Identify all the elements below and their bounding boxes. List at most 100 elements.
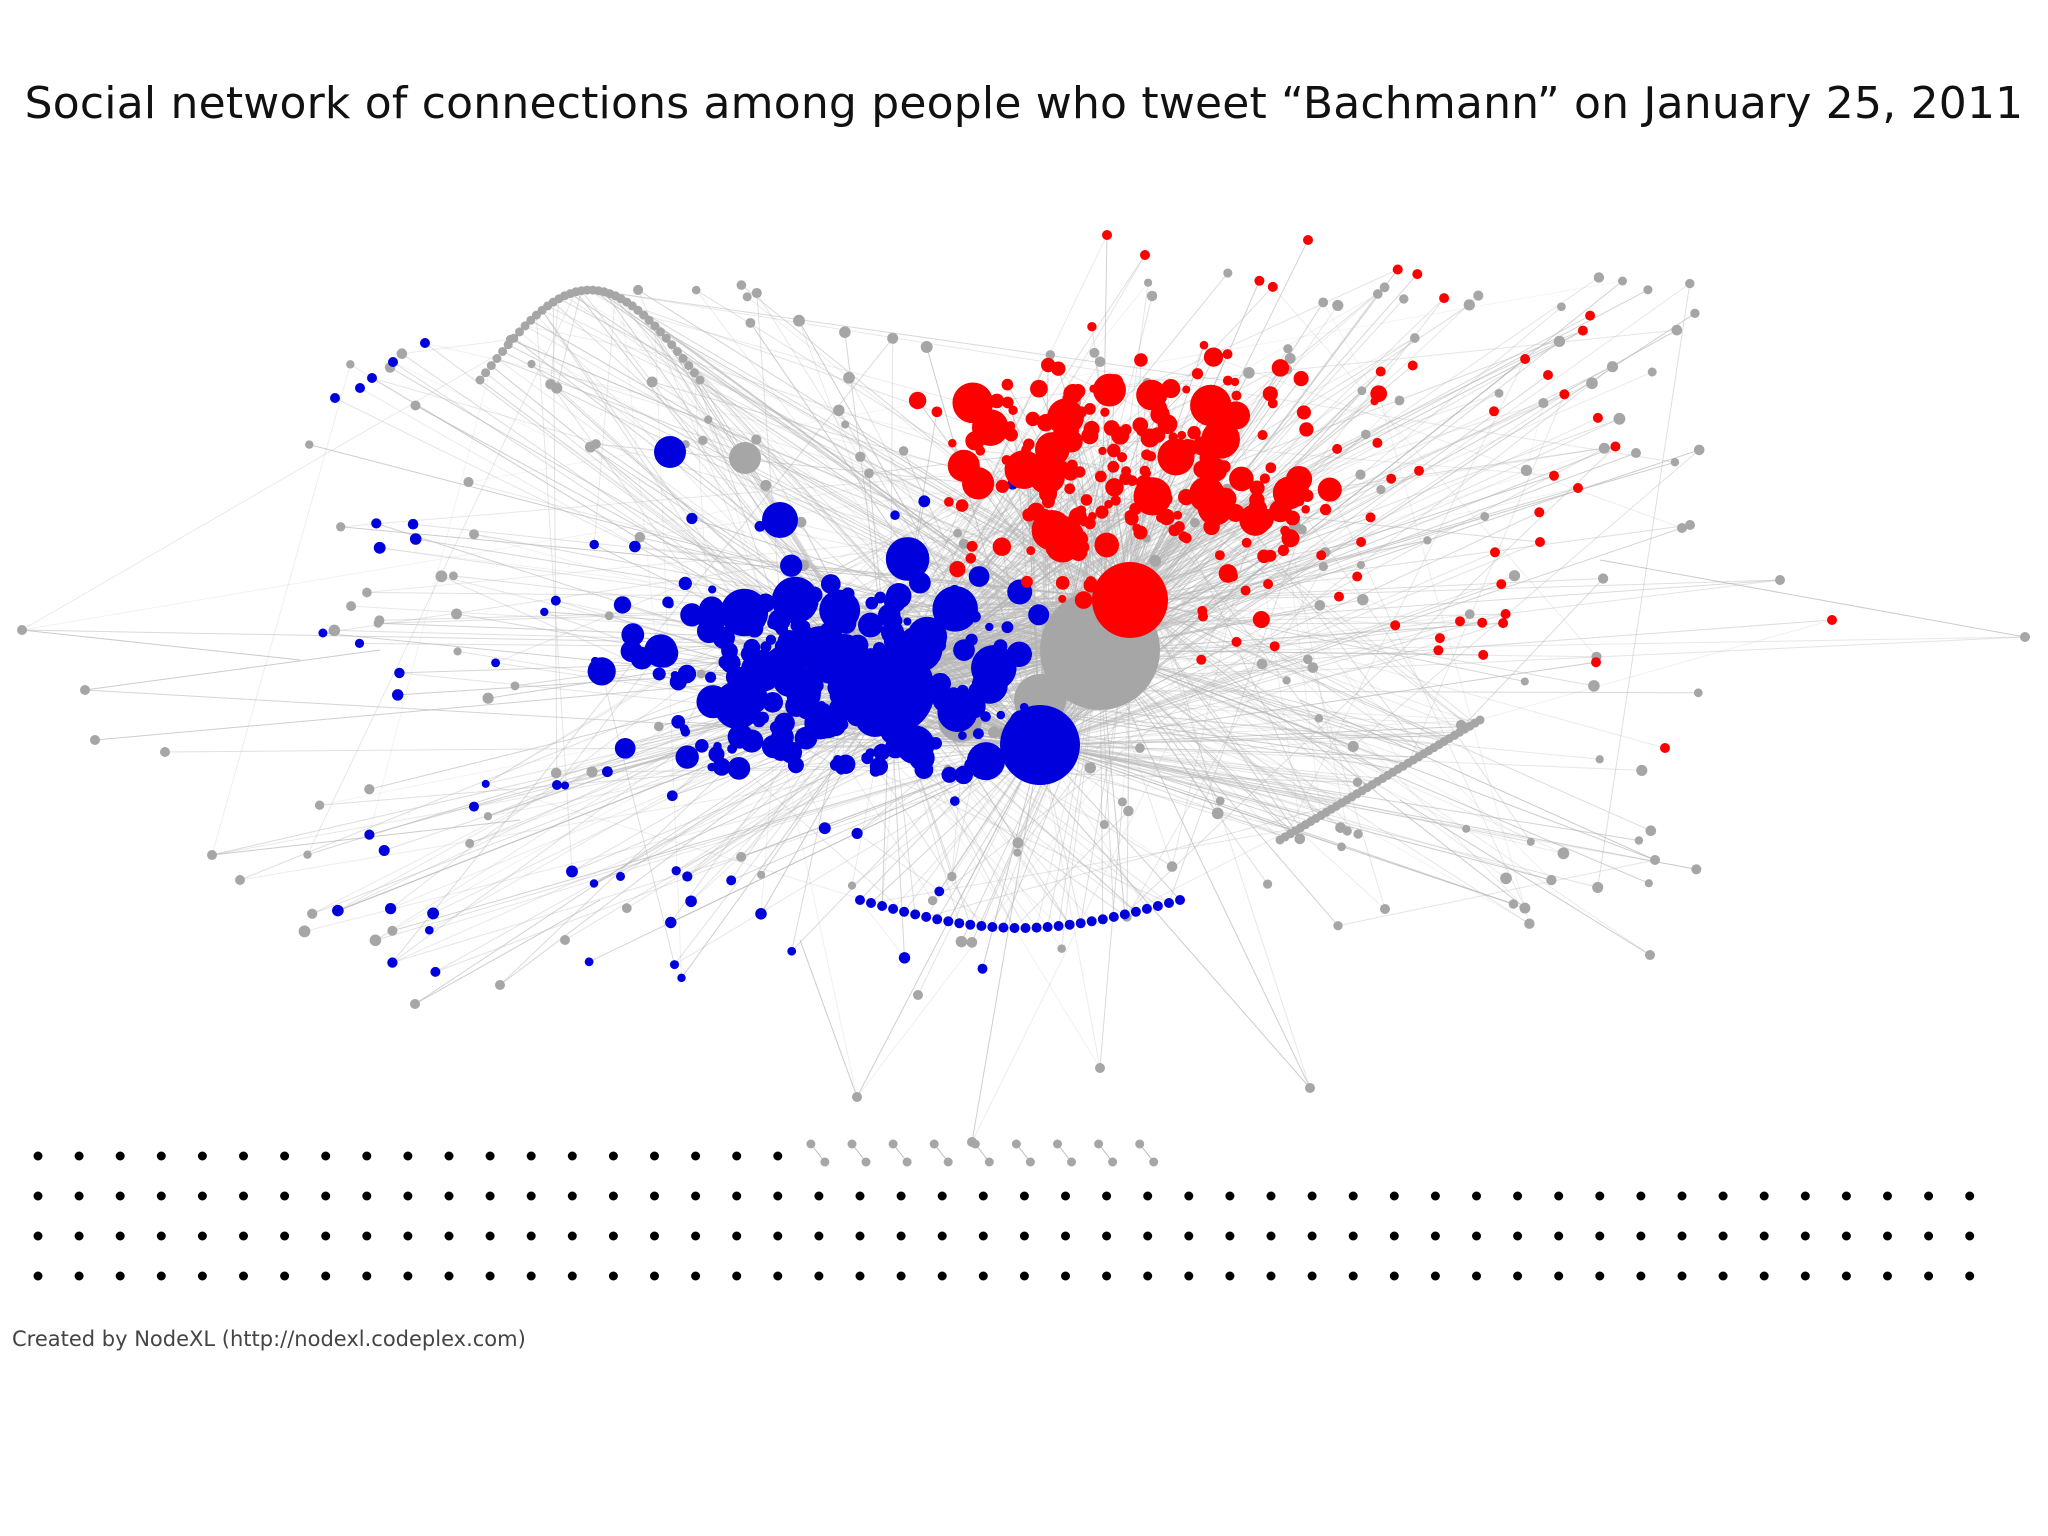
edge (1002, 485, 1078, 517)
blue-node (355, 383, 365, 393)
isolate-node (1883, 1231, 1892, 1241)
gray-node (1146, 290, 1158, 302)
isolate-node (814, 1231, 824, 1241)
edge (1039, 649, 1439, 746)
edge (756, 292, 781, 601)
isolate-node (1348, 1231, 1358, 1241)
red-node (1214, 550, 1225, 561)
blue-node (799, 620, 811, 632)
edge (1081, 411, 1476, 724)
gray-node (1305, 1083, 1315, 1093)
blue-node (367, 373, 377, 383)
isolate-node (1307, 1191, 1317, 1201)
red-node (949, 561, 966, 578)
red-node (1069, 529, 1089, 549)
edge (495, 582, 686, 664)
blue-node (870, 623, 882, 635)
red-node (1152, 400, 1167, 415)
gray-node (987, 726, 1000, 739)
isolate-node (1102, 1271, 1112, 1281)
gray-node (481, 368, 491, 378)
edge (820, 722, 934, 901)
red-node (1250, 507, 1274, 532)
isolate-node (444, 1231, 454, 1241)
gray-node (650, 321, 660, 331)
gray-node (1380, 904, 1390, 914)
red-node (1257, 549, 1271, 564)
edge (556, 387, 1101, 651)
edge (693, 372, 710, 632)
gray-node (1520, 464, 1533, 477)
gray-node (913, 990, 923, 1000)
gray-node (362, 587, 372, 598)
edge (1186, 537, 1317, 819)
gray-node (1376, 485, 1386, 495)
red-node (1227, 413, 1237, 424)
red-node (1610, 441, 1621, 452)
edge (1039, 744, 1552, 881)
red-node (943, 496, 954, 507)
red-node (1004, 427, 1018, 442)
gray-node (1588, 680, 1600, 692)
isolate-node (403, 1271, 413, 1281)
red-node (1058, 594, 1067, 603)
red-node (1039, 484, 1058, 503)
gray-node (1526, 837, 1535, 846)
red-node (1277, 544, 1290, 557)
red-node (1119, 471, 1133, 486)
blue-node (1141, 903, 1152, 914)
isolate-node (608, 1231, 618, 1241)
gray-node (1372, 289, 1383, 299)
hub-node (1000, 705, 1080, 785)
gray-node (1045, 350, 1055, 360)
isolate-node (156, 1151, 166, 1161)
gray-node (695, 375, 705, 385)
edge (1129, 599, 1388, 776)
gray-node (1693, 688, 1703, 698)
edge (1272, 286, 1597, 658)
red-node (1098, 535, 1108, 544)
red-node (1181, 532, 1192, 544)
blue-node (699, 596, 725, 622)
isolate-node (937, 1271, 947, 1281)
gray-node (1117, 797, 1127, 807)
gray-node (314, 800, 325, 810)
gray-node (833, 404, 845, 417)
red-node (1477, 617, 1488, 628)
red-node (1370, 397, 1379, 406)
isolate-node (321, 1191, 331, 1201)
isolate-node (1554, 1271, 1564, 1281)
gray-node (510, 681, 520, 691)
edge (1284, 530, 1322, 816)
gray-node (678, 354, 688, 363)
isolate-node (526, 1271, 536, 1281)
isolate-node (485, 1231, 495, 1241)
gray-node (1650, 855, 1660, 865)
isolate-node (1677, 1191, 1687, 1201)
isolate-node (1513, 1231, 1523, 1241)
red-node (1102, 230, 1112, 240)
isolate-node (1718, 1191, 1728, 1201)
gray-node (483, 812, 493, 821)
blue-node (1053, 921, 1064, 931)
red-node (1100, 407, 1110, 417)
isolate-node (937, 1191, 947, 1201)
isolate-node (1554, 1191, 1564, 1201)
isolate-node (156, 1231, 166, 1241)
gray-node (887, 332, 899, 344)
gray-node (560, 935, 570, 945)
edge (496, 358, 1131, 601)
gray-node (1347, 740, 1359, 753)
gray-node (1524, 918, 1535, 929)
red-node (1500, 609, 1511, 619)
isolate-node (526, 1151, 536, 1161)
red-node (1070, 383, 1086, 399)
edge (598, 290, 1675, 463)
red-node (1074, 591, 1093, 609)
red-node (1196, 654, 1207, 665)
red-node (1025, 411, 1040, 427)
edge (1399, 799, 1651, 956)
isolate-node (1841, 1191, 1851, 1201)
isolate-node (115, 1231, 125, 1241)
gray-node (453, 647, 462, 656)
